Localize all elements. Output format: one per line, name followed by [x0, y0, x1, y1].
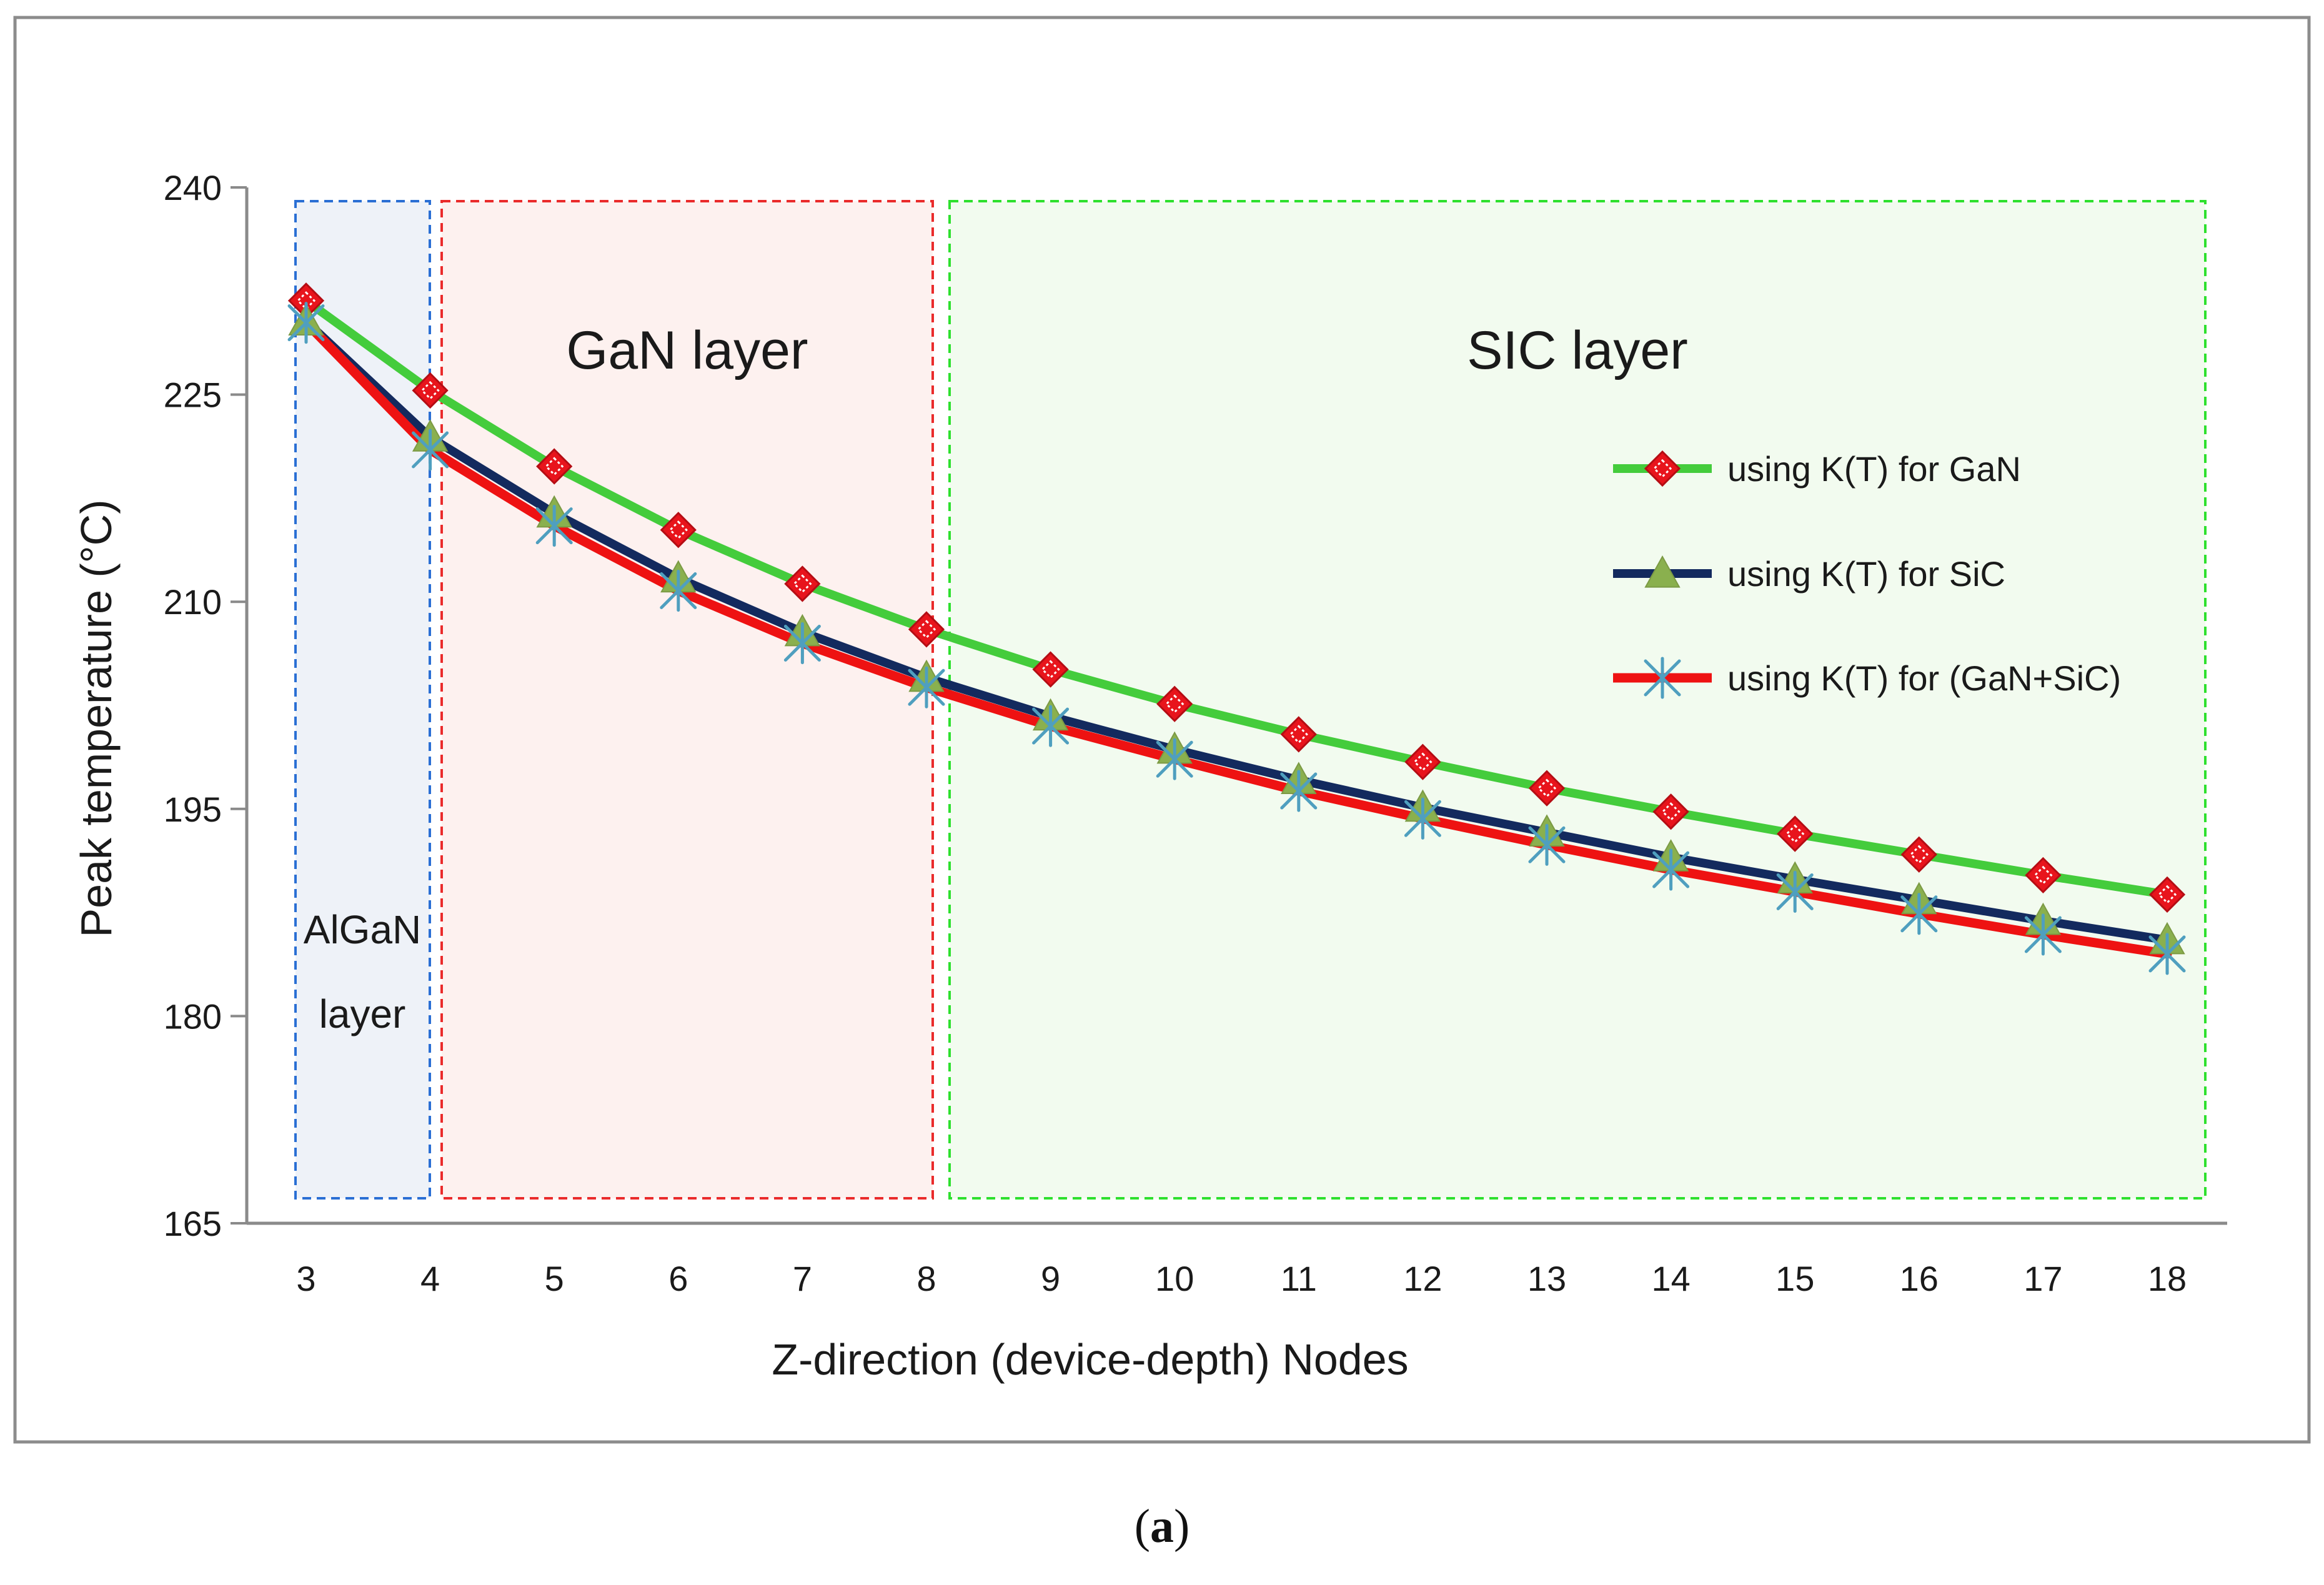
- marker-diamond: [1644, 450, 1681, 487]
- x-tick-label: 7: [793, 1259, 812, 1298]
- marker-asterisk: [2024, 913, 2062, 956]
- legend-item-1: using K(T) for SiC: [1613, 554, 2005, 594]
- marker-diamond: [2148, 876, 2186, 913]
- x-tick-label: 10: [1155, 1259, 1194, 1298]
- series-line: [302, 317, 2172, 945]
- marker-asterisk: [412, 429, 449, 471]
- x-tick-label: 5: [545, 1259, 564, 1298]
- legend-label: using K(T) for (GaN+SiC): [1727, 658, 2121, 698]
- marker-asterisk: [1032, 705, 1070, 747]
- marker-asterisk: [287, 302, 325, 344]
- x-tick-label: 11: [1281, 1259, 1317, 1298]
- series-1: [302, 317, 2172, 945]
- legend: using K(T) for GaN using K(T) for SiC usin…: [1613, 449, 2121, 699]
- caption-open: (: [1135, 1500, 1150, 1553]
- series-line: [302, 296, 2172, 899]
- marker-asterisk: [1280, 770, 1318, 812]
- marker-diamond: [2025, 857, 2062, 894]
- series-markers-2: [287, 302, 2186, 975]
- x-tick-label: 18: [2148, 1259, 2187, 1298]
- layer-regions: AlGaN layer GaN layer SIC layer: [294, 200, 2207, 1200]
- marker-asterisk: [783, 622, 821, 665]
- axes: 165 180 195 210 225 240 3 4 5 6 7 8 9 10 11 12 13 14 15 16 1…: [164, 168, 2227, 1298]
- x-tick-label: 16: [1900, 1259, 1939, 1298]
- marker-asterisk: [1900, 893, 1938, 935]
- series-0: [302, 296, 2172, 899]
- marker-diamond: [784, 565, 821, 602]
- marker-asterisk: [660, 569, 697, 612]
- x-tick-label: 3: [296, 1259, 315, 1298]
- legend-item-0: using K(T) for GaN: [1613, 449, 2021, 489]
- x-axis-label: Z-direction (device-depth) Nodes: [772, 1335, 1408, 1384]
- marker-asterisk: [535, 505, 573, 547]
- layer-region-label: GaN layer: [566, 320, 808, 380]
- marker-diamond: [1156, 685, 1193, 722]
- marker-asterisk: [908, 666, 945, 708]
- marker-asterisk: [1404, 797, 1441, 840]
- x-tick-label: 6: [668, 1259, 688, 1298]
- caption-close: ): [1174, 1500, 1189, 1553]
- x-tick-label: 13: [1527, 1259, 1566, 1298]
- layer-region-label: SIC layer: [1467, 320, 1688, 380]
- legend-item-2: using K(T) for (GaN+SiC): [1613, 657, 2121, 699]
- y-tick-label: 180: [164, 996, 222, 1036]
- y-tick-label: 165: [164, 1204, 222, 1243]
- marker-diamond: [536, 448, 573, 485]
- caption-letter: a: [1150, 1500, 1174, 1553]
- marker-diamond: [412, 372, 449, 409]
- marker-diamond: [1032, 651, 1069, 688]
- x-tick-label: 8: [916, 1259, 936, 1298]
- layer-region-label: AlGaN: [304, 907, 422, 952]
- data-series: [287, 282, 2186, 975]
- layer-region-1: [440, 200, 934, 1200]
- marker-asterisk: [1156, 738, 1193, 780]
- marker-asterisk: [1776, 870, 1814, 913]
- x-tick-label: 4: [420, 1259, 440, 1298]
- x-tick-label: 17: [2024, 1259, 2062, 1298]
- marker-diamond: [1528, 770, 1566, 807]
- series-2: [301, 318, 2172, 959]
- marker-diamond: [660, 512, 697, 549]
- y-tick-label: 225: [164, 375, 222, 415]
- marker-diamond: [1777, 815, 1814, 852]
- marker-diamond: [1900, 836, 1937, 873]
- series-line: [301, 318, 2172, 959]
- marker-asterisk: [1652, 848, 1690, 891]
- marker-asterisk: [1528, 823, 1566, 866]
- y-axis-label: Peak temperature (°C): [72, 499, 121, 937]
- x-tick-label: 14: [1651, 1259, 1690, 1298]
- marker-triangle: [1644, 555, 1681, 588]
- marker-diamond: [1652, 793, 1689, 830]
- legend-label: using K(T) for GaN: [1727, 449, 2021, 489]
- x-tick-label: 12: [1403, 1259, 1442, 1298]
- y-tick-label: 195: [164, 790, 222, 829]
- marker-diamond: [1280, 716, 1317, 753]
- y-tick-label: 240: [164, 168, 222, 207]
- legend-label: using K(T) for SiC: [1727, 554, 2005, 594]
- marker-diamond: [1404, 743, 1441, 780]
- marker-diamond: [908, 611, 945, 648]
- layer-region-0: [294, 200, 431, 1200]
- marker-asterisk: [1644, 657, 1681, 699]
- x-tick-label: 9: [1041, 1259, 1060, 1298]
- y-tick-label: 210: [164, 582, 222, 622]
- series-markers-0: [287, 282, 2186, 913]
- layer-region-label: layer: [319, 991, 406, 1036]
- figure-caption: (a): [1135, 1500, 1190, 1553]
- x-tick-label: 15: [1775, 1259, 1814, 1298]
- marker-asterisk: [2148, 933, 2186, 975]
